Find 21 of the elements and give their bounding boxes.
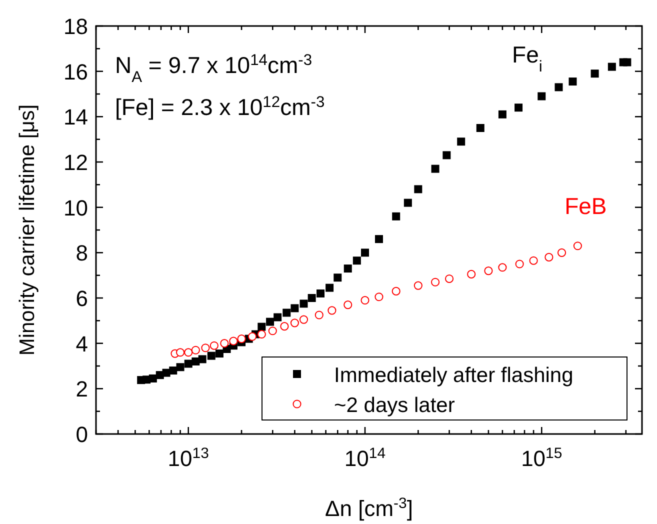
legend-label: ~2 days later [334,394,455,417]
y-tick-label: 16 [64,59,88,84]
annotation: [Fe] = 2.3 x 10$^{12}$cm$^{-3}$ [115,94,325,120]
legend-label: Immediately after flashing [334,364,574,387]
x-axis-title: Δn [cm$^{-3}$] [325,494,413,521]
y-tick-label: 6 [76,286,88,311]
y-axis-title: Minority carrier lifetime [μs] [16,104,39,356]
annotation: FeB [564,192,607,219]
y-tick-label: 10 [64,195,88,220]
x-tick-label: 10$^{15}$ [521,444,562,471]
y-tick-label: 8 [76,240,88,266]
y-tick-label: 0 [76,422,88,447]
y-tick-label: 12 [64,150,88,175]
annotation: Fe$_{i}$ [512,41,542,75]
y-tick-label: 14 [64,104,88,130]
y-tick-label: 2 [76,376,88,402]
y-tick-label: 18 [64,14,88,39]
x-tick-label: 10$^{13}$ [168,444,209,471]
y-tick-label: 4 [76,331,88,356]
annotation: N$_{A}$ = 9.7 x 10$^{14}$cm$^{-3}$ [115,52,312,86]
x-tick-label: 10$^{14}$ [344,444,386,471]
